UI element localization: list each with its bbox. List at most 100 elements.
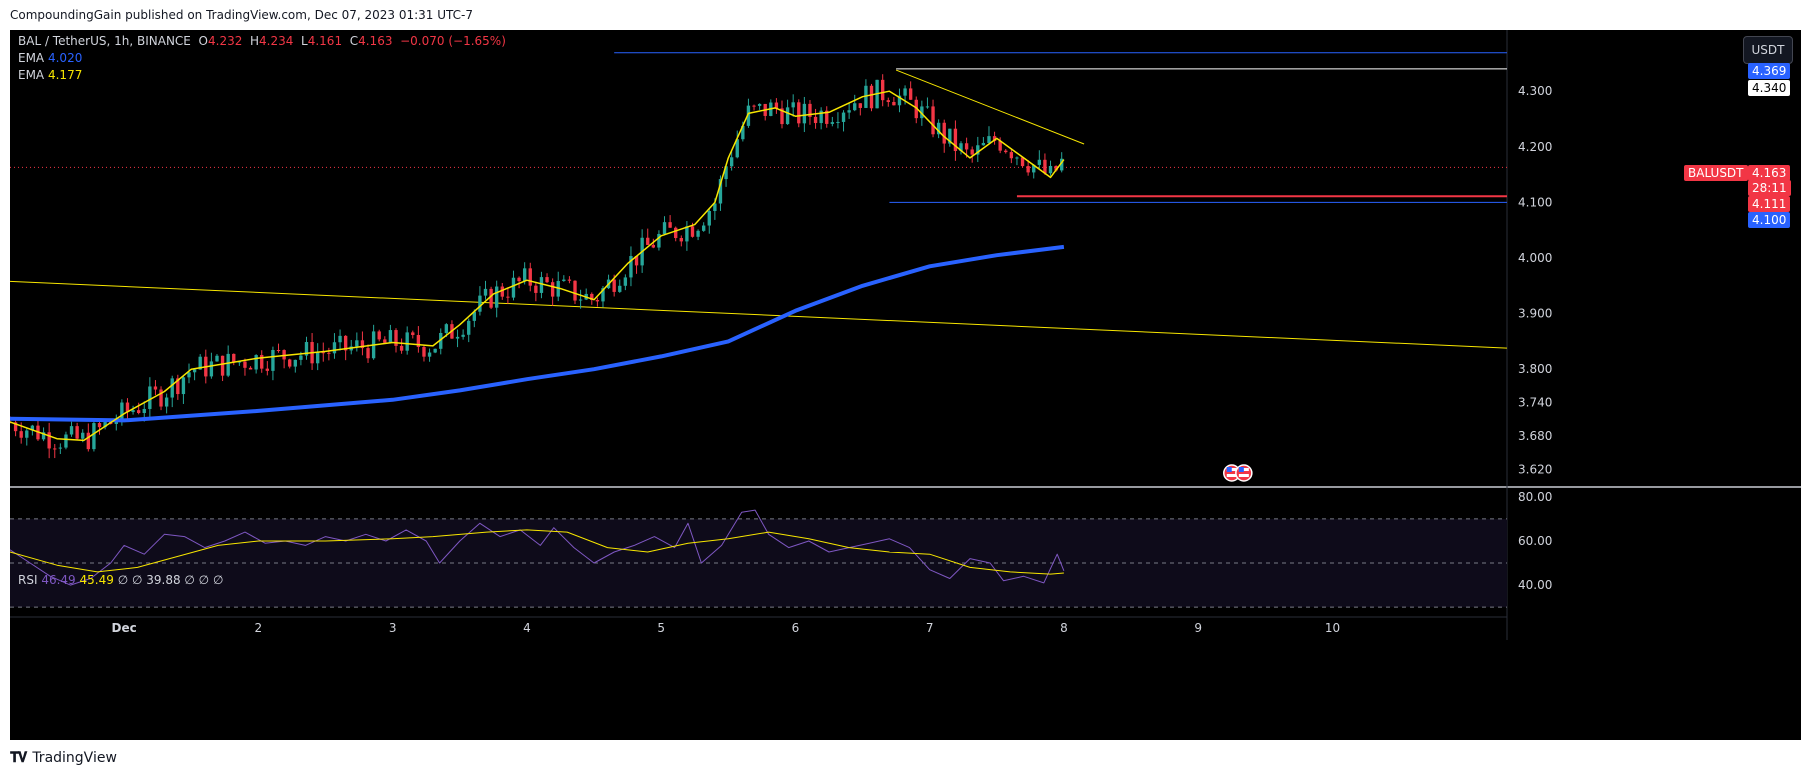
candle-body bbox=[992, 136, 997, 141]
candle-body bbox=[187, 372, 191, 378]
chart-frame[interactable]: 4.300 4.200 4.100 4.000 3.900 3.800 3.740 3.680… bbox=[10, 30, 1801, 740]
chart-canvas[interactable]: 4.300 4.200 4.100 4.000 3.900 3.800 3.740 3.680… bbox=[10, 30, 1801, 740]
candle-body bbox=[181, 377, 186, 395]
ema-fast-line bbox=[10, 90, 1065, 442]
candle-body bbox=[338, 335, 342, 343]
footer-brand[interactable]: 𝐓𝐕 TradingView bbox=[10, 750, 117, 766]
price-axis-tick: 4.100 bbox=[1518, 195, 1552, 209]
event-flag-icon[interactable] bbox=[1223, 464, 1241, 482]
rsi-ma-value: 45.49 bbox=[79, 573, 114, 587]
candle-body bbox=[495, 286, 499, 308]
candle-body bbox=[321, 352, 325, 354]
price-pill-top-level: 4.369 bbox=[1748, 63, 1791, 79]
countdown-pill: 28:11 bbox=[1748, 180, 1791, 196]
candle-body bbox=[1004, 150, 1008, 153]
candle-body bbox=[237, 361, 242, 363]
price-pill-white-level: 4.340 bbox=[1748, 80, 1791, 96]
price-axis-tick: 3.680 bbox=[1518, 429, 1552, 443]
time-axis-tick: 3 bbox=[389, 621, 397, 635]
candle-body bbox=[825, 110, 829, 124]
pair-title[interactable]: BAL / TetherUS, 1h, BINANCE bbox=[18, 34, 191, 48]
candle-body bbox=[332, 342, 337, 354]
candle-body bbox=[467, 320, 471, 335]
candle-body bbox=[545, 277, 549, 283]
legend-ema-slow[interactable]: EMA 4.020 bbox=[18, 51, 82, 65]
candle-body bbox=[573, 280, 577, 301]
candle-body bbox=[662, 222, 667, 234]
event-flag-stripe bbox=[1238, 474, 1249, 477]
candle-body bbox=[455, 336, 460, 339]
legend-ema-fast[interactable]: EMA 4.177 bbox=[18, 68, 82, 82]
candle-body bbox=[550, 282, 555, 297]
candle-body bbox=[612, 279, 616, 292]
candle-body bbox=[243, 361, 247, 368]
candle-body bbox=[1026, 166, 1030, 173]
candle-body bbox=[148, 386, 152, 409]
candle-body bbox=[383, 339, 387, 343]
candle-body bbox=[998, 140, 1002, 151]
candle-body bbox=[634, 256, 639, 266]
price-axis-tick: 4.000 bbox=[1518, 251, 1552, 265]
rsi-axis-tick: 40.00 bbox=[1518, 578, 1552, 592]
candle-body bbox=[964, 143, 969, 150]
candle-body bbox=[260, 355, 264, 369]
event-flag-icon[interactable] bbox=[1235, 464, 1253, 482]
candle-body bbox=[1032, 164, 1036, 173]
high-label: H bbox=[250, 34, 260, 48]
time-axis-tick: 6 bbox=[792, 621, 800, 635]
candle-body bbox=[343, 335, 348, 351]
candle-body bbox=[120, 402, 124, 422]
time-axis-tick: 8 bbox=[1060, 621, 1068, 635]
candle-body bbox=[19, 431, 23, 438]
candle-body bbox=[198, 356, 202, 370]
candle-body bbox=[707, 211, 711, 226]
candle-body bbox=[41, 432, 46, 440]
time-axis-tick: Dec bbox=[112, 621, 137, 635]
candle-body bbox=[629, 256, 633, 278]
candle-body bbox=[741, 125, 745, 140]
price-pill-blue-level: 4.100 bbox=[1748, 212, 1791, 228]
rsi-line bbox=[10, 509, 1065, 586]
time-axis-tick: 2 bbox=[255, 621, 263, 635]
event-flag-canton bbox=[1238, 467, 1244, 472]
candle-body bbox=[802, 103, 807, 124]
candle-body bbox=[1015, 157, 1019, 159]
candle-body bbox=[114, 421, 118, 424]
event-flag-canton bbox=[1226, 467, 1232, 472]
trendline-short bbox=[895, 69, 1085, 145]
price-pill-red-level: 4.111 bbox=[1748, 196, 1791, 212]
candle-body bbox=[394, 330, 398, 346]
candle-body bbox=[511, 277, 516, 298]
candle-body bbox=[757, 103, 762, 106]
candle-body bbox=[1037, 159, 1042, 165]
candle-body bbox=[746, 105, 751, 126]
time-axis-tick: 9 bbox=[1194, 621, 1202, 635]
price-axis-tick: 4.300 bbox=[1518, 84, 1552, 98]
candle-body bbox=[288, 359, 292, 367]
candle-body bbox=[534, 285, 538, 293]
candle-body bbox=[976, 145, 980, 155]
candle-body bbox=[562, 279, 566, 281]
tradingview-logo-icon: 𝐓𝐕 bbox=[10, 750, 27, 766]
candle-body bbox=[797, 102, 801, 124]
price-axis-tick: 3.620 bbox=[1518, 462, 1552, 476]
candle-body bbox=[674, 227, 678, 239]
candle-body bbox=[220, 355, 225, 376]
candle-body bbox=[355, 340, 359, 347]
candle-body bbox=[299, 355, 303, 360]
rsi-axis-tick: 80.00 bbox=[1518, 490, 1552, 504]
candle-body bbox=[176, 378, 180, 395]
candle-body bbox=[780, 108, 784, 125]
candle-body bbox=[209, 361, 214, 377]
candle-body bbox=[170, 378, 174, 398]
price-axis-tick: 4.200 bbox=[1518, 140, 1552, 154]
candle-body bbox=[282, 350, 286, 360]
ema-slow-label: EMA bbox=[18, 51, 45, 65]
candle-body bbox=[914, 99, 918, 119]
candle-body bbox=[595, 300, 600, 302]
candle-body bbox=[813, 116, 818, 124]
legend-rsi[interactable]: RSI 46.49 45.49 ∅ ∅ 39.88 ∅ ∅ ∅ bbox=[18, 573, 223, 587]
currency-button[interactable]: USDT bbox=[1743, 36, 1793, 64]
candle-body bbox=[366, 348, 370, 359]
candle-body bbox=[131, 410, 135, 412]
